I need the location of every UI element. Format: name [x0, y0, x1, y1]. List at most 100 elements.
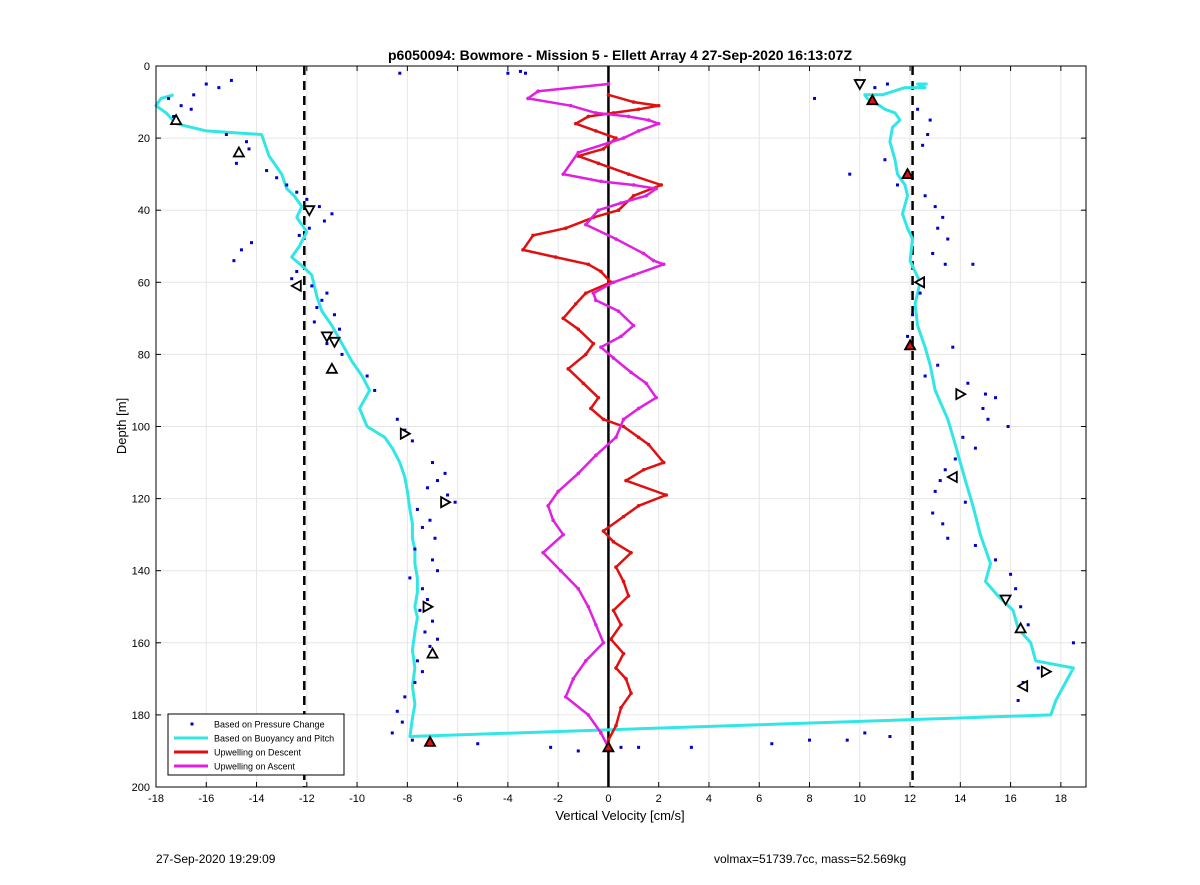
upwelling-point — [619, 705, 623, 710]
inflection-marker — [853, 79, 867, 91]
upwelling-point — [556, 489, 560, 494]
inflection-marker — [440, 495, 452, 509]
upwelling-point — [624, 677, 628, 681]
upwelling-point — [584, 222, 588, 227]
upwelling-point — [563, 226, 568, 231]
pressure-point — [425, 598, 429, 602]
inflection-marker — [900, 167, 915, 180]
upwelling-point — [609, 637, 613, 641]
pressure-point — [232, 259, 236, 263]
upwelling-point — [644, 193, 648, 198]
upwelling-point — [636, 129, 641, 133]
pressure-point — [946, 536, 950, 540]
y-tick-label: 40 — [138, 205, 150, 217]
upwelling-point — [599, 269, 603, 274]
y-tick-label: 200 — [132, 782, 150, 794]
pressure-point — [1019, 605, 1023, 609]
inflection-marker — [327, 336, 342, 349]
pressure-point — [946, 237, 950, 241]
x-tick-label: -18 — [148, 793, 164, 805]
upwelling-point — [651, 258, 656, 263]
upwelling-point — [568, 103, 573, 108]
ascent-upwelling-line — [526, 82, 665, 748]
upwelling-point — [599, 345, 603, 349]
upwelling-point — [526, 96, 530, 101]
inflection-marker — [425, 646, 440, 659]
upwelling-point — [646, 442, 651, 447]
upwelling-point — [584, 352, 588, 357]
upwelling-point — [631, 323, 636, 328]
upwelling-point — [621, 651, 626, 656]
pressure-point — [506, 71, 510, 75]
y-tick-label: 120 — [132, 494, 150, 506]
pressure-point — [845, 738, 849, 742]
upwelling-point — [561, 172, 565, 176]
x-tick-label: -12 — [299, 793, 315, 805]
upwelling-point — [594, 622, 598, 627]
x-tick-label: -10 — [349, 793, 365, 805]
pressure-point — [428, 518, 432, 522]
pressure-point — [275, 176, 279, 180]
pressure-point — [936, 226, 940, 230]
upwelling-point — [576, 327, 581, 331]
pressure-point — [994, 558, 998, 562]
pressure-point — [317, 205, 321, 209]
pressure-point — [966, 381, 970, 385]
upwelling-point — [654, 395, 658, 400]
y-tick-label: 180 — [132, 710, 150, 722]
pressure-point — [408, 576, 412, 580]
x-tick-label: 8 — [806, 793, 812, 805]
upwelling-point — [591, 291, 596, 295]
pressure-point — [453, 500, 457, 504]
upwelling-point — [619, 622, 623, 627]
pressure-point — [433, 536, 437, 540]
pressure-point — [390, 731, 394, 735]
upwelling-point — [636, 107, 641, 112]
inflection-marker — [1016, 679, 1029, 693]
pressure-point — [340, 352, 344, 356]
pressure-point — [295, 190, 299, 194]
pressure-point — [403, 695, 407, 699]
pressure-point — [239, 248, 243, 252]
inflection-marker — [289, 279, 302, 293]
upwelling-point — [586, 114, 591, 119]
pressure-point — [413, 547, 417, 551]
upwelling-point — [596, 395, 601, 400]
y-tick-label: 140 — [132, 566, 150, 578]
upwelling-point — [664, 493, 669, 497]
descent-upwelling-line — [521, 93, 668, 741]
upwelling-point — [563, 695, 568, 699]
upwelling-point — [636, 435, 641, 440]
y-tick-label: 20 — [138, 133, 150, 145]
upwelling-point — [599, 731, 603, 735]
inflection-markers — [169, 79, 1053, 753]
x-tick-label: 6 — [756, 793, 762, 805]
pressure-point — [994, 396, 998, 400]
x-tick-label: -8 — [402, 793, 412, 805]
pressure-point — [576, 749, 580, 753]
pressure-point — [770, 742, 774, 746]
upwelling-point — [631, 273, 636, 277]
upwelling-point — [531, 233, 535, 238]
pressure-point — [971, 262, 975, 266]
upwelling-point — [589, 406, 593, 411]
pressure-point — [395, 709, 399, 713]
pressure-point — [943, 468, 947, 472]
pressure-point — [436, 569, 440, 573]
pressure-point — [436, 479, 440, 483]
legend-swatch — [190, 722, 194, 726]
inflection-marker — [422, 600, 435, 614]
x-tick-label: 10 — [854, 793, 866, 805]
pressure-point — [961, 435, 965, 439]
inflection-marker — [325, 361, 339, 374]
pressure-point — [973, 543, 977, 547]
pressure-point — [430, 461, 434, 465]
upwelling-point — [591, 341, 596, 346]
upwelling-point — [656, 103, 661, 108]
upwelling-point — [586, 604, 591, 609]
pressure-point — [204, 82, 208, 86]
pressure-point — [244, 140, 248, 144]
pressure-point — [420, 587, 424, 591]
pressure-point — [1006, 425, 1010, 428]
upwelling-point — [576, 471, 581, 476]
